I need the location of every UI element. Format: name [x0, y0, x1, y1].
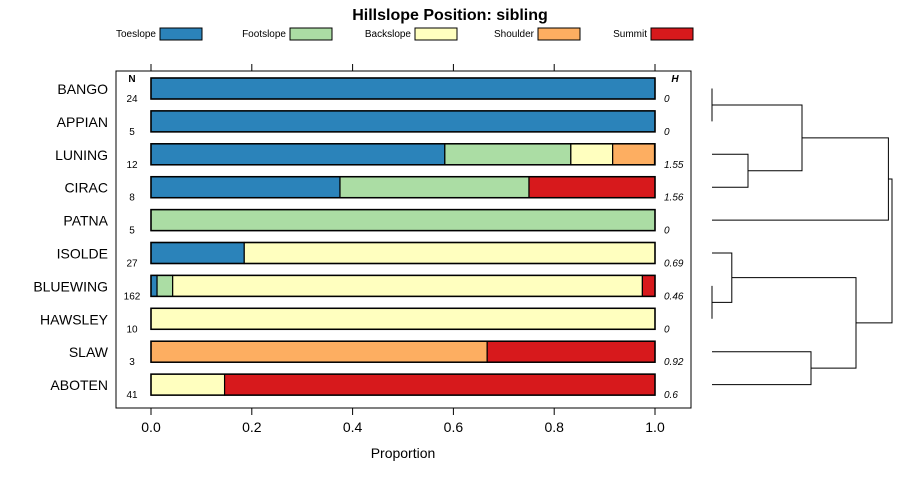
n-value: 27 — [126, 259, 138, 270]
bar-outline-luning — [150, 143, 656, 166]
h-value: 0.46 — [664, 291, 684, 302]
dendrogram-branch — [856, 178, 893, 324]
legend-label-summit: Summit — [613, 29, 647, 40]
top-ticks — [150, 64, 656, 71]
h-value: 1.56 — [664, 193, 684, 204]
bar-outline-bluewing — [150, 274, 656, 298]
bar-segment-bluewing-summit — [641, 274, 656, 297]
n-value: 41 — [126, 390, 138, 401]
category-label: SLAW — [69, 344, 109, 360]
category-label: BLUEWING — [33, 278, 108, 294]
category-label: HAWSLEY — [40, 311, 109, 327]
legend-swatch-backslope — [414, 27, 458, 41]
bar-segment-bluewing-footslope — [156, 274, 174, 297]
x-tick-label: 0.0 — [141, 419, 161, 435]
bar-outline-bango — [150, 77, 656, 100]
bar-segment-luning-shoulder — [612, 143, 656, 166]
n-value: 24 — [126, 94, 138, 105]
bar-outline-appian — [150, 110, 656, 133]
legend-label-toeslope: Toeslope — [116, 29, 156, 40]
x-axis-title: Proportion — [371, 445, 436, 461]
dendrogram-branch — [712, 104, 803, 172]
n-value: 5 — [129, 226, 135, 237]
category-label: ABOTEN — [50, 377, 108, 393]
category-label: BANGO — [57, 81, 108, 97]
bar-segment-cirac-toeslope — [150, 176, 341, 199]
plot-frame — [115, 70, 692, 409]
n-header: N — [128, 74, 135, 85]
h-value: 0 — [664, 94, 670, 105]
bar-segment-cirac-footslope — [339, 176, 530, 199]
n-value: 5 — [129, 127, 135, 138]
n-value: 8 — [129, 193, 135, 204]
legend-label-backslope: Backslope — [365, 29, 412, 40]
n-value: 10 — [126, 324, 138, 335]
h-value: 0.6 — [664, 390, 678, 401]
bar-segment-appian-toeslope — [150, 110, 656, 133]
bar-segment-aboten-summit — [223, 373, 656, 396]
bar-segment-bango-toeslope — [150, 77, 656, 100]
bar-segment-bluewing-backslope — [172, 274, 643, 297]
bar-segment-isolde-backslope — [243, 241, 656, 265]
bar-segment-hawsley-backslope — [150, 307, 656, 330]
category-label: CIRAC — [64, 180, 108, 196]
legend-swatch-shoulder — [537, 27, 581, 41]
bar-segment-isolde-toeslope — [150, 241, 245, 265]
bar-segment-cirac-summit — [528, 176, 656, 199]
legend: Toeslope Footslope Backslope Shoulder Summit — [116, 27, 694, 41]
x-tick-label: 0.8 — [544, 419, 564, 435]
bar-segment-patna-footslope — [150, 209, 656, 232]
x-axis: 0.0 0.2 0.4 0.6 0.8 1.0 — [141, 408, 665, 435]
category-label: APPIAN — [57, 114, 108, 130]
dendrogram-branch — [712, 252, 733, 303]
dendrogram-branch — [731, 277, 857, 369]
chart-title: Hillslope Position: sibling — [352, 7, 548, 24]
legend-label-footslope: Footslope — [242, 29, 286, 40]
bar-segment-luning-toeslope — [150, 143, 446, 166]
n-value: 3 — [129, 357, 135, 368]
category-label: LUNING — [55, 147, 108, 163]
x-tick-label: 1.0 — [645, 419, 665, 435]
bar-outline-aboten — [150, 373, 656, 396]
legend-swatch-toeslope — [159, 27, 203, 41]
n-value: 12 — [126, 160, 138, 171]
h-value: 0 — [664, 226, 670, 237]
x-tick-label: 0.2 — [242, 419, 262, 435]
bar-segment-luning-backslope — [570, 143, 614, 166]
n-value: 162 — [124, 291, 141, 302]
dendrogram-branch — [712, 351, 812, 386]
h-value: 0.92 — [664, 357, 684, 368]
bar-outline-isolde — [150, 241, 656, 265]
legend-swatch-footslope — [289, 27, 333, 41]
bar-outline-cirac — [150, 175, 656, 199]
x-tick-label: 0.4 — [343, 419, 363, 435]
bar-segment-aboten-backslope — [150, 373, 226, 396]
dendrogram-branch — [712, 137, 889, 221]
legend-swatch-summit — [650, 27, 694, 41]
h-value: 1.55 — [664, 160, 684, 171]
h-header: H — [671, 74, 679, 85]
bar-segment-slaw-summit — [486, 340, 656, 363]
category-label: ISOLDE — [57, 246, 108, 262]
bar-segment-bluewing-toeslope — [150, 274, 158, 297]
bar-outline-slaw — [150, 340, 656, 363]
bar-segment-slaw-shoulder — [150, 340, 488, 363]
h-value: 0.69 — [664, 259, 684, 270]
bar-outline-patna — [150, 208, 656, 232]
row-labels: BANGO 24 0 APPIAN 5 0 LUNING 12 1.55 CIRAC 8 1.56 PA… — [33, 81, 684, 401]
bars — [150, 77, 656, 396]
h-value: 0 — [664, 324, 670, 335]
category-label: PATNA — [63, 213, 108, 229]
x-tick-label: 0.6 — [444, 419, 464, 435]
h-value: 0 — [664, 127, 670, 138]
legend-label-shoulder: Shoulder — [494, 29, 535, 40]
dendrogram — [711, 88, 893, 386]
dendrogram-branch — [712, 153, 749, 188]
bar-outline-hawsley — [150, 307, 656, 331]
bar-segment-luning-footslope — [444, 143, 572, 166]
